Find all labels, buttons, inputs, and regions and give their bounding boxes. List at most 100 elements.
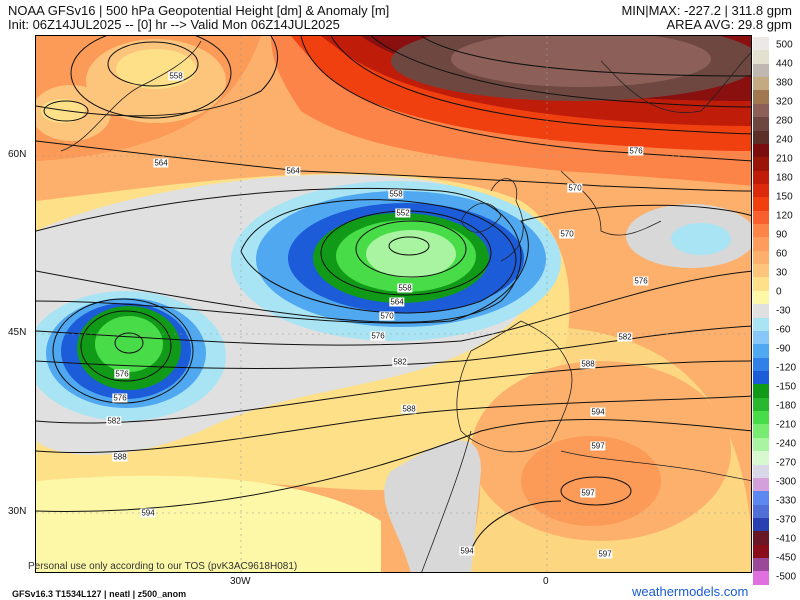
colorbar-segment — [753, 143, 769, 158]
contour-label: 594 — [459, 546, 475, 556]
colorbar-segment — [753, 357, 769, 371]
contour-label: 564 — [389, 297, 405, 307]
colorbar-segment — [753, 517, 769, 532]
contour-label: 570 — [567, 183, 583, 193]
colorbar-segment — [753, 130, 769, 144]
colorbar-segment — [753, 290, 769, 305]
contour-label: 576 — [114, 369, 130, 379]
lat-label-45n: 45N — [8, 327, 27, 338]
colorbar-segment — [753, 504, 769, 518]
colorbar-label: -120 — [776, 362, 797, 374]
contour-label: 576 — [633, 276, 649, 286]
contour-label: 576 — [112, 393, 128, 403]
colorbar-segment — [753, 224, 769, 238]
contour-label: 570 — [559, 229, 575, 239]
lon-label-0: 0 — [543, 576, 549, 587]
colorbar-segment — [753, 544, 769, 559]
contour-label: 588 — [112, 452, 128, 462]
min-max-readout: MIN|MAX: -227.2 | 311.8 gpm — [621, 3, 792, 18]
colorbar-segment — [753, 264, 769, 278]
lat-label-60n: 60N — [8, 149, 27, 160]
colorbar-segment — [753, 344, 769, 358]
colorbar-segment — [753, 411, 769, 425]
colorbar-segment — [753, 37, 769, 51]
contour-label: 558 — [397, 283, 413, 293]
colorbar-segment — [753, 50, 769, 64]
colorbar-segment — [753, 491, 769, 505]
colorbar-label: -30 — [776, 305, 791, 317]
contour-label: 558 — [388, 189, 404, 199]
colorbar-label: 500 — [776, 39, 793, 51]
colorbar-segment — [753, 424, 769, 438]
colorbar-segment — [753, 477, 769, 492]
tos-notice: Personal use only according to our TOS (… — [28, 561, 298, 572]
colorbar-segment — [753, 77, 769, 91]
brand-link[interactable]: weathermodels.com — [632, 584, 749, 599]
contour-label: 570 — [379, 311, 395, 321]
colorbar-label: 120 — [776, 210, 793, 222]
colorbar-label: -500 — [776, 571, 797, 583]
contour-label: 576 — [628, 146, 644, 156]
contour-label: 594 — [590, 407, 606, 417]
contour-label: 576 — [370, 331, 386, 341]
colorbar-label: 240 — [776, 134, 793, 146]
colorbar-segment — [753, 451, 769, 465]
map-subtitle: Init: 06Z14JUL2025 -- [0] hr --> Valid M… — [8, 17, 340, 32]
area-average-readout: AREA AVG: 29.8 gpm — [666, 17, 793, 32]
colorbar-label: 180 — [776, 172, 793, 184]
colorbar-label: 60 — [776, 248, 788, 260]
colorbar-segment — [753, 237, 769, 251]
colorbar-label: -90 — [776, 343, 791, 355]
colorbar-label: 320 — [776, 96, 793, 108]
colorbar-segment — [753, 170, 769, 184]
colorbar-label: 440 — [776, 58, 793, 70]
contour-label: 597 — [590, 441, 606, 451]
contour-label: 594 — [140, 508, 156, 518]
contour-label: 582 — [392, 357, 408, 367]
contour-label: 552 — [395, 208, 411, 218]
contour-label: 597 — [597, 549, 613, 559]
contour-label: 597 — [580, 488, 596, 498]
colorbar-segment — [753, 157, 769, 171]
lat-label-30n: 30N — [8, 506, 27, 517]
colorbar-segment — [753, 277, 769, 291]
height-contours — [36, 36, 751, 552]
colorbar-segment — [753, 370, 769, 385]
model-info: GFSv16.3 T1534L127 | neatl | z500_anom — [12, 589, 187, 599]
map-title: NOAA GFSv16 | 500 hPa Geopotential Heigh… — [8, 3, 390, 18]
colorbar-segment — [753, 317, 769, 331]
colorbar-label: 30 — [776, 267, 788, 279]
colorbar-label: 90 — [776, 229, 788, 241]
colorbar-label: -450 — [776, 552, 797, 564]
colorbar-label: -270 — [776, 457, 797, 469]
colorbar-segment — [753, 63, 769, 78]
colorbar-segment — [753, 304, 769, 318]
colorbar-label: -240 — [776, 438, 797, 450]
colorbar-label: 380 — [776, 77, 793, 89]
colorbar-segment — [753, 197, 769, 211]
colorbar — [753, 37, 769, 585]
colorbar-segment — [753, 464, 769, 478]
colorbar-label: 150 — [776, 191, 793, 203]
colorbar-segment — [753, 397, 769, 412]
colorbar-segment — [753, 437, 769, 452]
colorbar-label: -60 — [776, 324, 791, 336]
colorbar-segment — [753, 210, 769, 225]
colorbar-segment — [753, 117, 769, 131]
colorbar-label: 280 — [776, 115, 793, 127]
colorbar-label: -370 — [776, 514, 797, 526]
colorbar-segment — [753, 531, 769, 545]
lon-label-30w: 30W — [230, 576, 251, 587]
contour-label: 564 — [285, 166, 301, 176]
colorbar-segment — [753, 558, 769, 572]
colorbar-label: 210 — [776, 153, 793, 165]
colorbar-segment — [753, 384, 769, 398]
colorbar-label: -300 — [776, 476, 797, 488]
contour-label: 582 — [617, 332, 633, 342]
map-graphics — [36, 36, 751, 572]
colorbar-label: 0 — [776, 286, 782, 298]
anomaly-fills — [36, 36, 751, 572]
contour-label: 588 — [580, 359, 596, 369]
colorbar-segment — [753, 90, 769, 104]
colorbar-label: -180 — [776, 400, 797, 412]
